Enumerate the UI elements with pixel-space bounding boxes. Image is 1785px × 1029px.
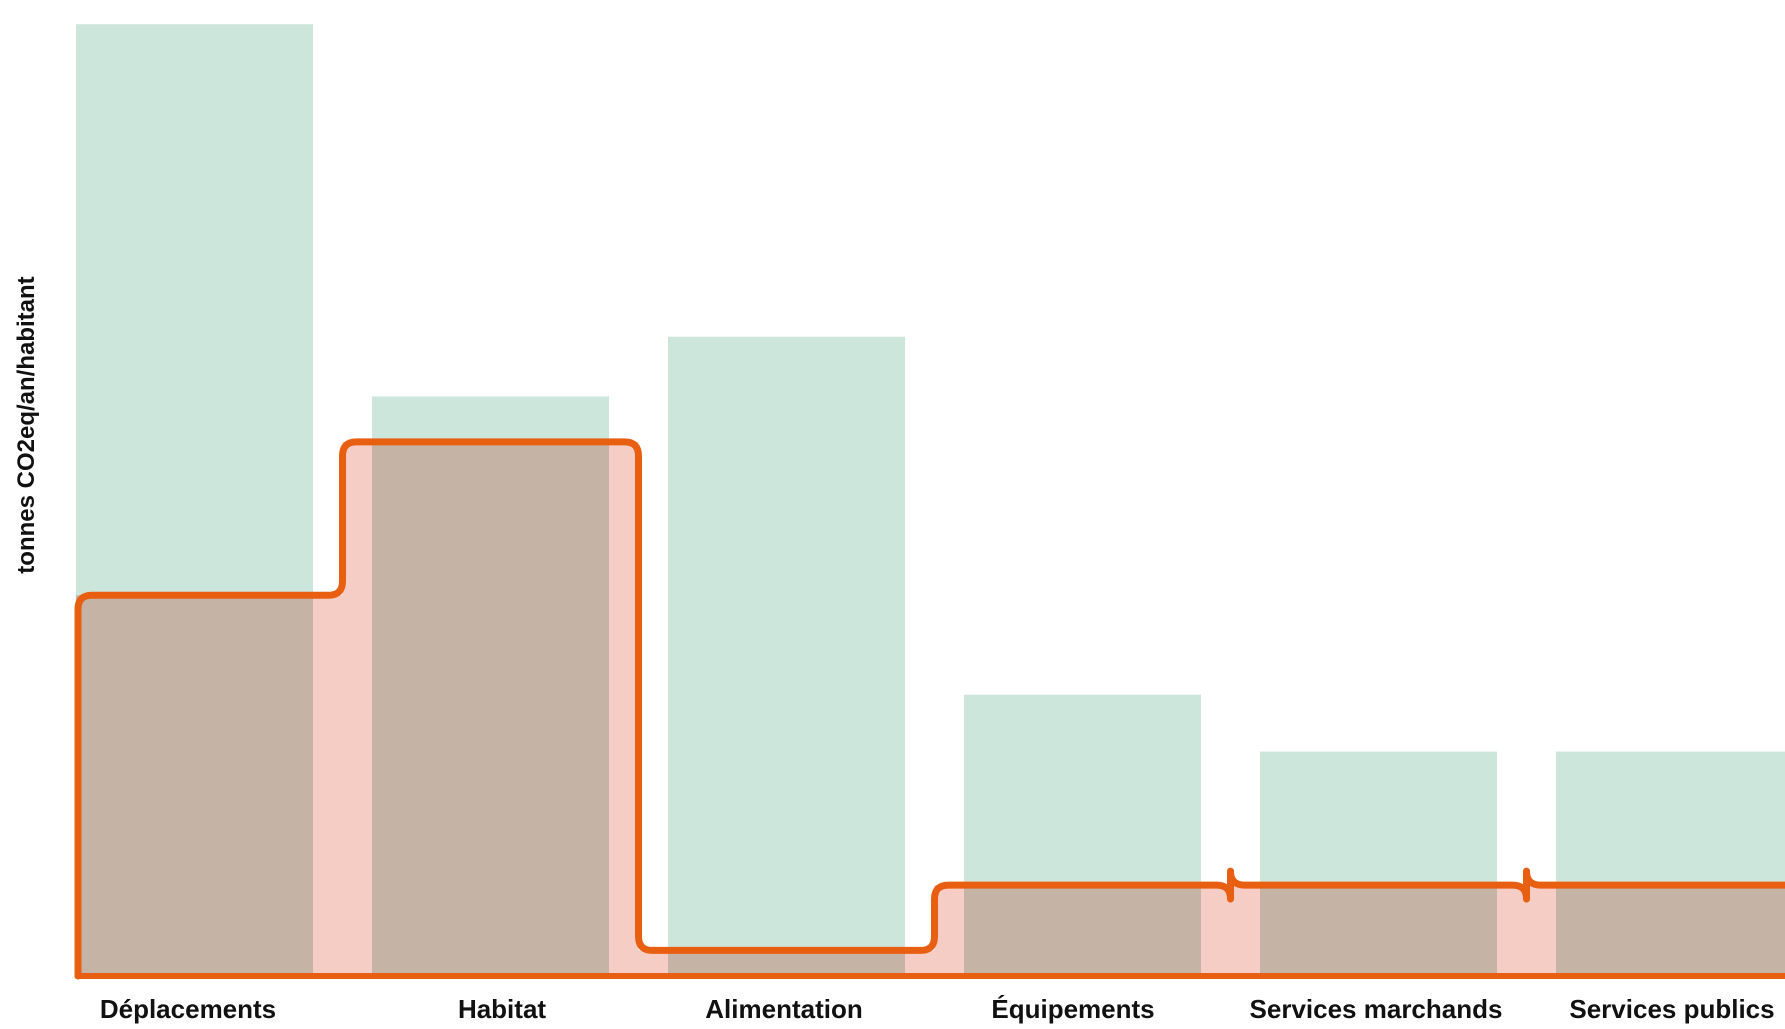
target-outline <box>74 438 1785 980</box>
reference-bar-3 <box>668 336 905 976</box>
overlap-5-5 <box>1260 885 1497 976</box>
overlap-3-3 <box>668 950 905 976</box>
x-tick-label-3: Alimentation <box>705 994 862 1024</box>
x-tick-label-1: Déplacements <box>100 994 276 1024</box>
x-tick-label-6: Services publics <box>1569 994 1774 1024</box>
overlap-2-2 <box>372 441 609 976</box>
y-axis-label: tonnes CO2eq/an/habitant <box>13 276 40 573</box>
x-tick-labels: Déplacements Habitat Alimentation Équipemen… <box>100 994 1775 1024</box>
x-tick-label-2: Habitat <box>458 994 546 1024</box>
x-tick-label-5: Services marchands <box>1250 994 1503 1024</box>
overlap-4-4 <box>964 885 1201 976</box>
x-tick-label-4: Équipements <box>991 994 1154 1024</box>
labels: tonnes CO2eq/an/habitant <box>13 276 40 573</box>
target-area <box>74 438 1785 980</box>
overlap-1-1 <box>76 595 313 976</box>
overlap-6-6 <box>1556 885 1785 976</box>
